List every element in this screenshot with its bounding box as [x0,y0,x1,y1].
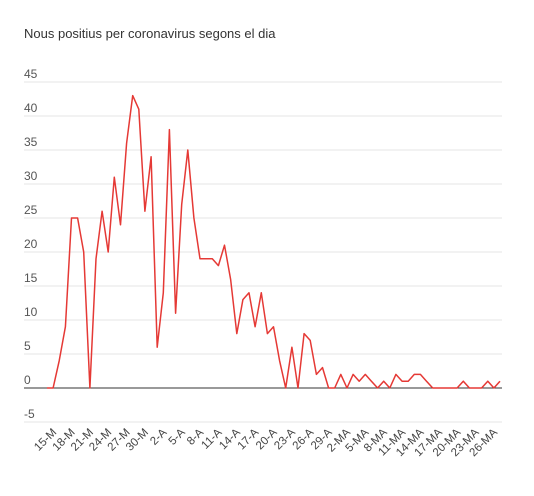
y-tick-label: 45 [24,67,38,81]
data-point[interactable] [99,208,105,214]
data-point[interactable] [81,249,87,255]
data-point[interactable] [197,256,203,262]
data-point[interactable] [417,371,423,377]
y-tick-label: 40 [24,101,38,115]
data-point[interactable] [356,378,362,384]
data-point[interactable] [430,385,436,391]
y-tick-label: 15 [24,271,38,285]
data-point[interactable] [411,371,417,377]
data-point[interactable] [424,378,430,384]
data-point[interactable] [485,378,491,384]
data-point[interactable] [497,378,503,384]
y-tick-labels: -5 0 5 10 15 20 25 30 35 40 45 [24,67,38,421]
data-point[interactable] [240,297,246,303]
data-point[interactable] [307,337,313,343]
data-point[interactable] [62,324,68,330]
data-point[interactable] [368,378,374,384]
data-point[interactable] [405,378,411,384]
data-point[interactable] [222,242,228,248]
data-point[interactable] [326,385,332,391]
data-point[interactable] [338,371,344,377]
data-point[interactable] [173,310,179,316]
y-tick-label: 35 [24,135,38,149]
data-point[interactable] [228,276,234,282]
data-point[interactable] [283,385,289,391]
data-point[interactable] [460,378,466,384]
data-point[interactable] [295,385,301,391]
data-point[interactable] [185,147,191,153]
data-point[interactable] [69,215,75,221]
series-group [44,93,503,391]
data-point[interactable] [362,371,368,377]
data-point[interactable] [160,290,166,296]
data-point[interactable] [289,344,295,350]
data-point[interactable] [264,331,270,337]
data-point[interactable] [136,106,142,112]
data-point[interactable] [479,385,485,391]
x-tick-label: 2-A [148,426,169,447]
data-point[interactable] [466,385,472,391]
data-point[interactable] [387,385,393,391]
data-point[interactable] [491,385,497,391]
data-point[interactable] [375,385,381,391]
data-point[interactable] [246,290,252,296]
data-point[interactable] [332,385,338,391]
data-point[interactable] [179,201,185,207]
data-point[interactable] [105,249,111,255]
data-point[interactable] [234,331,240,337]
data-point[interactable] [442,385,448,391]
data-point[interactable] [93,256,99,262]
data-point[interactable] [44,385,50,391]
data-point[interactable] [252,324,258,330]
data-point[interactable] [436,385,442,391]
data-point[interactable] [258,290,264,296]
data-point[interactable] [448,385,454,391]
data-point[interactable] [56,358,62,364]
y-tick-label: 25 [24,203,38,217]
data-point[interactable] [277,358,283,364]
data-point[interactable] [111,174,117,180]
data-point[interactable] [393,371,399,377]
data-point[interactable] [350,371,356,377]
data-point[interactable] [313,371,319,377]
data-point[interactable] [473,385,479,391]
data-point[interactable] [166,127,172,133]
data-point[interactable] [344,385,350,391]
data-point[interactable] [203,256,209,262]
data-point[interactable] [301,331,307,337]
data-point[interactable] [130,93,136,99]
chart-title: Nous positius per coronavirus segons el … [24,26,276,41]
data-point[interactable] [399,378,405,384]
data-point[interactable] [381,378,387,384]
data-point[interactable] [118,222,124,228]
data-point[interactable] [209,256,215,262]
y-gridlines [24,81,502,423]
y-tick-label: 0 [24,373,31,387]
data-point[interactable] [154,344,160,350]
y-tick-label: 20 [24,237,38,251]
y-tick-label: 30 [24,169,38,183]
x-tick-label: 5-A [167,426,188,447]
data-point[interactable] [215,263,221,269]
y-tick-label: 5 [24,339,31,353]
data-point[interactable] [148,154,154,160]
series-line [47,94,501,389]
data-point[interactable] [124,140,130,146]
data-point[interactable] [454,385,460,391]
y-tick-label: -5 [24,407,35,421]
x-tick-labels: 15-M18-M21-M24-M27-M30-M2-A5-A8-A11-A14-… [32,426,500,459]
data-point[interactable] [50,385,56,391]
y-tick-label: 10 [24,305,38,319]
data-point[interactable] [87,385,93,391]
data-point[interactable] [142,208,148,214]
data-point[interactable] [191,215,197,221]
data-point[interactable] [75,215,81,221]
data-point[interactable] [320,365,326,371]
data-point[interactable] [271,324,277,330]
